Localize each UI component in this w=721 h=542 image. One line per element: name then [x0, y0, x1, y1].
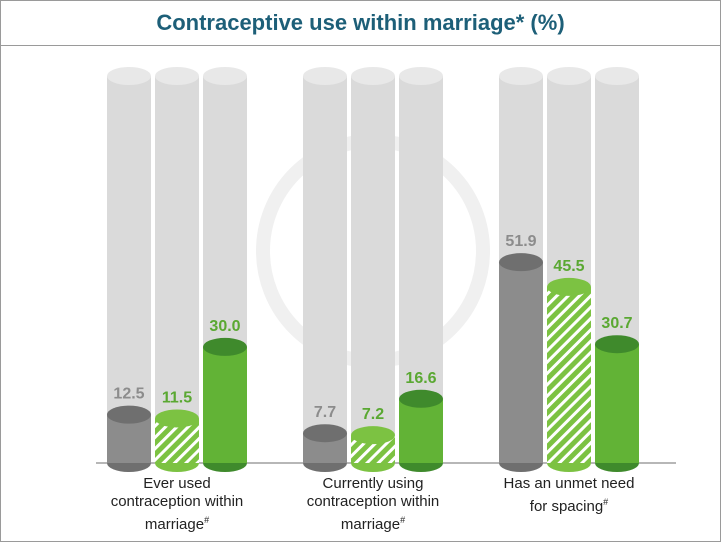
- cylinder-top: [595, 335, 639, 354]
- x-tick-label: Currently using contraception within mar…: [298, 475, 448, 534]
- bar: [399, 398, 443, 463]
- bar: [595, 344, 639, 463]
- footnote-mark: #: [204, 515, 210, 525]
- value-label: 7.7: [314, 404, 336, 421]
- cylinder-top: [303, 424, 347, 443]
- cylinder-top: [351, 426, 395, 445]
- x-tick-label: Has an unmet need for spacing#: [494, 475, 644, 516]
- background-cap: [107, 67, 151, 85]
- background-cap: [303, 67, 347, 85]
- background-cap: [203, 67, 247, 85]
- category-text: Ever used contraception within marriage: [110, 475, 244, 533]
- background-cap: [399, 67, 443, 85]
- background-cap: [547, 67, 591, 85]
- background-cap: [595, 67, 639, 85]
- x-tick-label: Ever used contraception within marriage#: [102, 475, 252, 534]
- cylinder-top: [547, 277, 591, 296]
- background-cap: [351, 67, 395, 85]
- background-cylinder: [351, 76, 395, 463]
- value-label: 16.6: [405, 370, 436, 387]
- value-label: 7.2: [362, 406, 384, 423]
- category-text: Currently using contraception within mar…: [306, 475, 440, 533]
- cylinder-top: [155, 409, 199, 428]
- value-label: 11.5: [162, 389, 192, 406]
- bar: [203, 346, 247, 463]
- cylinder-top: [203, 337, 247, 356]
- cylinder-top: [499, 253, 543, 272]
- background-cylinder: [303, 76, 347, 463]
- background-cylinder: [155, 76, 199, 463]
- background-cap: [499, 67, 543, 85]
- value-label: 51.9: [505, 233, 536, 250]
- value-label: 30.7: [601, 315, 632, 332]
- footnote-mark: #: [603, 497, 609, 507]
- cylinder-top: [107, 405, 151, 424]
- bar: [499, 262, 543, 463]
- bar: [547, 286, 591, 463]
- background-cylinder: [107, 76, 151, 463]
- value-label: 45.5: [553, 258, 584, 275]
- value-label: 30.0: [209, 318, 240, 335]
- chart-title: Contraceptive use within marriage* (%): [1, 1, 720, 46]
- cylinder-top: [399, 389, 443, 408]
- value-label: 12.5: [113, 386, 144, 403]
- footnote-mark: #: [400, 515, 406, 525]
- background-cap: [155, 67, 199, 85]
- category-text: Has an unmet need for spacing: [503, 475, 635, 515]
